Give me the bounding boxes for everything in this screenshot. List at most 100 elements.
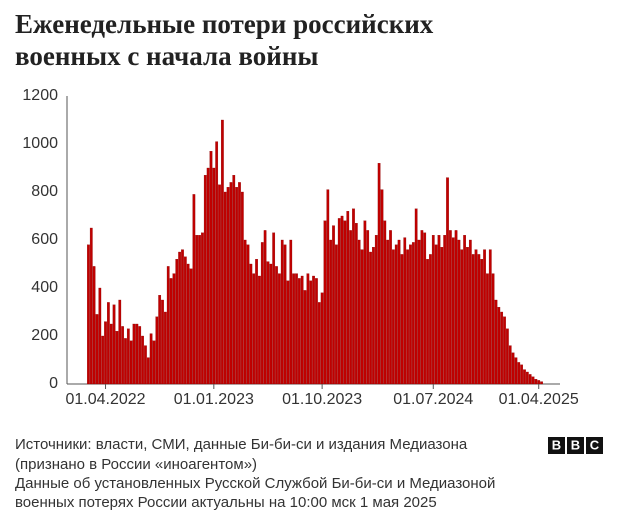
bar bbox=[497, 307, 501, 385]
bar bbox=[112, 304, 116, 385]
bar bbox=[201, 232, 204, 385]
bar bbox=[463, 235, 466, 385]
bar bbox=[141, 335, 144, 385]
bar bbox=[471, 254, 475, 385]
logo-letter: B bbox=[571, 437, 580, 452]
bar bbox=[423, 232, 427, 385]
bar bbox=[326, 189, 330, 385]
bar bbox=[429, 254, 432, 385]
bar bbox=[491, 273, 495, 385]
bar bbox=[315, 278, 318, 385]
bar bbox=[158, 295, 162, 385]
bar bbox=[437, 235, 441, 385]
bar bbox=[132, 323, 136, 385]
bar bbox=[346, 211, 350, 385]
bar bbox=[289, 239, 293, 385]
bar bbox=[374, 235, 378, 385]
bar bbox=[320, 292, 324, 385]
bar bbox=[135, 323, 139, 385]
bar bbox=[403, 237, 407, 385]
bar bbox=[517, 362, 521, 385]
bar bbox=[266, 261, 270, 385]
bar bbox=[181, 249, 184, 385]
bar bbox=[218, 184, 221, 385]
bar bbox=[528, 374, 532, 385]
bar bbox=[121, 326, 124, 385]
x-tick-label: 01.04.2025 bbox=[499, 391, 579, 408]
bar bbox=[206, 167, 210, 385]
bar bbox=[263, 230, 267, 385]
bar bbox=[198, 235, 201, 385]
x-tick-label: 01.01.2023 bbox=[174, 391, 254, 408]
source: (признано в России «иноагентом») bbox=[15, 456, 257, 473]
bar bbox=[511, 352, 515, 385]
bar bbox=[312, 275, 315, 385]
bar bbox=[486, 273, 489, 385]
bar bbox=[95, 314, 99, 385]
bar bbox=[146, 357, 150, 385]
bar bbox=[317, 302, 321, 385]
bar bbox=[323, 220, 327, 385]
bar bbox=[92, 266, 96, 385]
bar bbox=[138, 326, 142, 385]
bar bbox=[466, 247, 469, 385]
bar bbox=[306, 273, 310, 385]
bar bbox=[525, 371, 529, 385]
bar bbox=[451, 237, 455, 385]
bar bbox=[537, 380, 541, 385]
bar bbox=[337, 218, 341, 385]
bar bbox=[534, 379, 538, 385]
bar bbox=[178, 251, 181, 385]
bar bbox=[431, 235, 435, 385]
logo-box bbox=[567, 437, 584, 454]
bar bbox=[107, 302, 110, 385]
bar bbox=[221, 119, 224, 385]
bar bbox=[252, 273, 256, 385]
x-tick-label: 01.07.2024 bbox=[393, 391, 473, 408]
bar bbox=[369, 251, 372, 385]
bar bbox=[377, 163, 381, 385]
bar bbox=[164, 311, 167, 385]
bar bbox=[389, 230, 392, 385]
bar bbox=[363, 220, 367, 385]
bar bbox=[269, 263, 273, 385]
bar bbox=[332, 225, 335, 385]
bar bbox=[468, 239, 472, 385]
bar bbox=[124, 338, 127, 385]
bar bbox=[283, 244, 287, 385]
bar bbox=[149, 333, 153, 385]
note: Данные об установленных Русской Службой … bbox=[15, 475, 495, 492]
bar bbox=[255, 259, 258, 385]
chart-title: военных с начала войны bbox=[15, 41, 319, 71]
bar bbox=[474, 249, 478, 385]
bar bbox=[349, 230, 352, 385]
bar bbox=[109, 323, 113, 385]
y-tick-label: 400 bbox=[31, 279, 58, 296]
bar bbox=[195, 235, 199, 385]
bar bbox=[280, 239, 284, 385]
bar bbox=[426, 259, 429, 385]
bar bbox=[454, 230, 458, 385]
bar bbox=[212, 167, 216, 385]
bar bbox=[343, 220, 347, 385]
y-tick-label: 0 bbox=[49, 375, 58, 392]
bar bbox=[352, 208, 355, 385]
bar bbox=[238, 182, 241, 385]
bar bbox=[240, 191, 244, 385]
bar bbox=[508, 345, 512, 385]
bar bbox=[335, 244, 338, 385]
bar bbox=[155, 316, 159, 385]
bar bbox=[286, 280, 290, 385]
bar bbox=[223, 191, 227, 385]
bar bbox=[215, 141, 219, 385]
bar bbox=[386, 239, 390, 385]
bar bbox=[183, 256, 187, 385]
bar bbox=[340, 215, 344, 385]
note: военных потерях России актуальны на 10:0… bbox=[15, 494, 437, 511]
bar bbox=[203, 175, 207, 385]
bar bbox=[360, 249, 364, 385]
bar bbox=[189, 268, 193, 385]
bar bbox=[540, 381, 543, 385]
bar bbox=[523, 369, 526, 385]
